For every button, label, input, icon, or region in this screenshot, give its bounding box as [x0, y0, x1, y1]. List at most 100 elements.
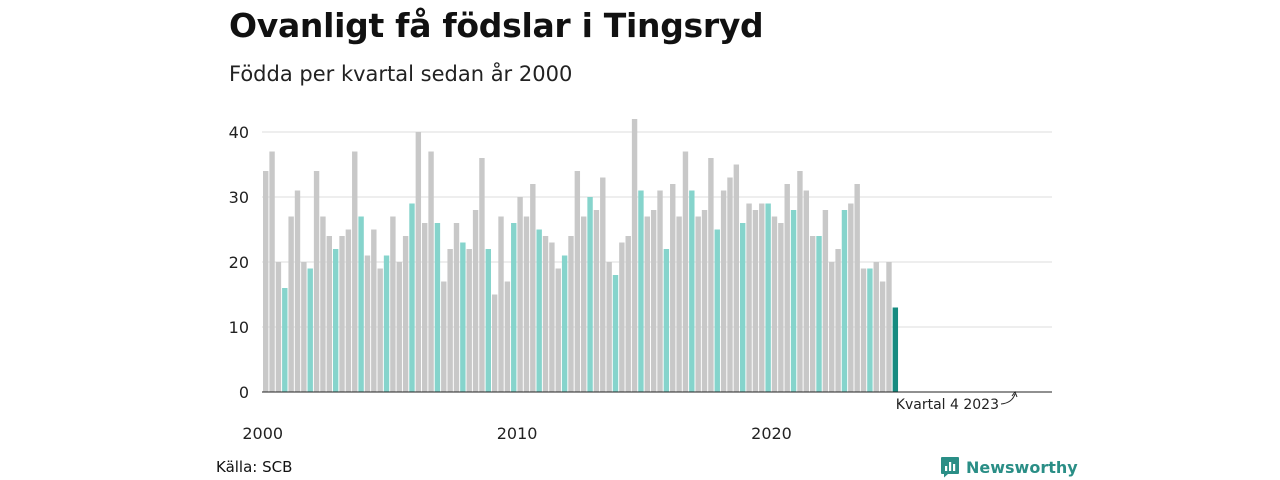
bar [829, 262, 835, 392]
bar [364, 255, 371, 392]
bar [568, 236, 574, 392]
bar [803, 190, 809, 392]
bar [790, 210, 797, 392]
x-tick-label: 2000 [242, 424, 283, 443]
bar [771, 216, 778, 392]
bar [701, 210, 708, 392]
bar [339, 236, 345, 392]
bar [460, 242, 466, 392]
bar [886, 262, 892, 392]
bar [301, 262, 307, 392]
latest-annotation: Kvartal 4 2023 [896, 397, 999, 413]
bar [746, 203, 752, 392]
bar [809, 236, 816, 392]
x-tick-label: 2020 [751, 424, 792, 443]
bar [453, 223, 460, 392]
bar [720, 190, 727, 392]
bar [523, 216, 530, 392]
bar [447, 249, 453, 392]
bar [670, 184, 676, 392]
bar [549, 242, 555, 392]
bar [332, 249, 339, 392]
annotation-arrow [1000, 393, 1016, 405]
bar [631, 119, 638, 392]
bar [536, 229, 542, 392]
bar [606, 262, 612, 392]
bar [676, 216, 682, 392]
bar [860, 268, 867, 392]
bar [307, 268, 313, 392]
bar [797, 171, 803, 392]
bar [778, 223, 784, 392]
bar [841, 210, 848, 392]
bar [600, 177, 606, 392]
bar [511, 223, 517, 392]
bar [422, 223, 428, 392]
bar [752, 210, 759, 392]
bar [428, 151, 434, 392]
bar [714, 229, 720, 392]
newsworthy-logo-icon [941, 457, 959, 478]
bar [892, 307, 899, 392]
bar [275, 262, 282, 392]
bar [682, 151, 689, 392]
y-tick-label: 10 [229, 318, 249, 337]
y-tick-label: 40 [229, 123, 249, 142]
bar [409, 203, 415, 392]
bar [619, 242, 625, 392]
bar [313, 171, 320, 392]
bar [358, 216, 364, 392]
bar [402, 236, 409, 392]
y-tick-label: 0 [239, 383, 249, 402]
bar [689, 190, 695, 392]
bar [383, 255, 390, 392]
bar [542, 236, 549, 392]
bar [491, 294, 498, 392]
source-note: Källa: SCB [216, 458, 293, 476]
y-tick-label: 20 [229, 253, 249, 272]
bar [282, 288, 288, 392]
bar [504, 281, 511, 392]
bar [320, 216, 326, 392]
chart-title: Ovanligt få födslar i Tingsryd [229, 6, 764, 45]
bar [352, 151, 358, 392]
bar [441, 281, 447, 392]
brand-logo[interactable]: Newsworthy [940, 455, 1078, 479]
bar [466, 249, 472, 392]
bar [740, 223, 746, 392]
bar [822, 210, 829, 392]
bar [396, 262, 402, 392]
bar [625, 236, 631, 392]
bar [816, 236, 822, 392]
x-tick-label: 2010 [497, 424, 538, 443]
bar [733, 164, 740, 392]
bar [879, 281, 886, 392]
bar [581, 216, 587, 392]
bar [498, 216, 504, 392]
bar [371, 229, 377, 392]
bar [873, 262, 879, 392]
bar [727, 177, 733, 392]
bar [294, 190, 301, 392]
bar [650, 210, 657, 392]
bar [708, 158, 714, 392]
bar [269, 151, 275, 392]
bar [377, 268, 383, 392]
bar [517, 197, 523, 392]
bar [663, 249, 670, 392]
bar [867, 268, 873, 392]
annotation-arrowhead [1011, 390, 1018, 398]
bar [415, 132, 422, 392]
bar [434, 223, 441, 392]
bar [472, 210, 479, 392]
bar [638, 190, 644, 392]
bar [326, 236, 332, 392]
bar [530, 184, 536, 392]
bar [485, 249, 491, 392]
brand-name: Newsworthy [966, 457, 1078, 477]
chart-subtitle: Födda per kvartal sedan år 2000 [229, 62, 573, 86]
bar [345, 229, 352, 392]
bar [574, 171, 581, 392]
bar [263, 171, 269, 392]
